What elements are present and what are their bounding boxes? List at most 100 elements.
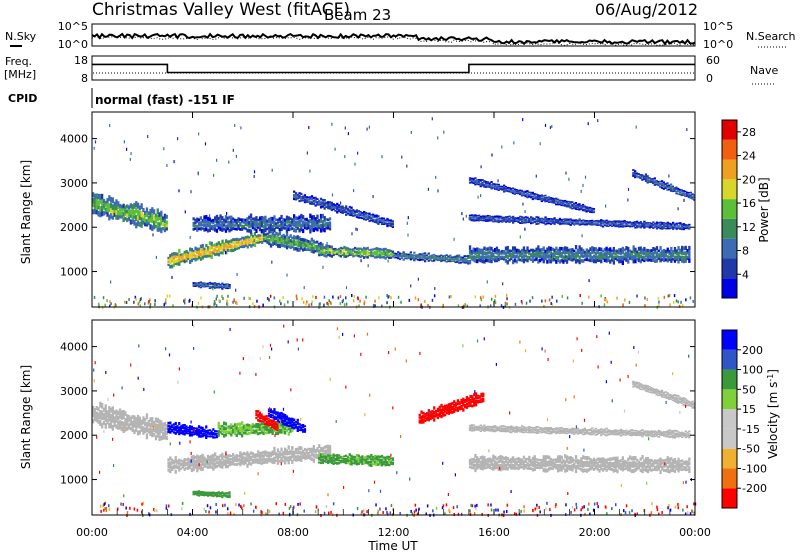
echo-cell xyxy=(260,454,263,458)
echo-cell xyxy=(307,201,310,203)
echo-cell xyxy=(262,415,265,418)
echo-cell xyxy=(557,222,560,224)
echo-cell xyxy=(357,251,360,255)
noise-speck xyxy=(677,207,679,211)
echo-cell xyxy=(661,223,664,226)
echo-cell xyxy=(614,464,617,469)
echo-cell xyxy=(310,246,313,251)
echo-cell xyxy=(494,219,497,221)
echo-cell xyxy=(603,224,606,226)
echo-cell xyxy=(677,259,680,264)
echo-cell xyxy=(325,449,328,453)
echo-cell xyxy=(641,177,644,179)
echo-cell xyxy=(504,251,508,256)
echo-cell xyxy=(352,255,355,258)
echo-cell xyxy=(122,427,125,433)
echo-cell xyxy=(185,258,188,263)
echo-cell xyxy=(483,181,486,184)
echo-cell xyxy=(115,199,118,205)
echo-cell xyxy=(612,222,615,224)
echo-cell xyxy=(203,428,206,431)
echo-cell xyxy=(156,208,159,215)
echo-cell xyxy=(616,460,619,464)
echo-cell xyxy=(154,423,158,429)
echo-cell xyxy=(163,227,167,233)
noise-speck xyxy=(468,217,470,220)
echo-cell xyxy=(327,226,330,230)
echo-cell xyxy=(610,255,614,259)
echo-cell xyxy=(560,467,563,472)
echo-cell xyxy=(319,197,323,201)
echo-cell xyxy=(187,251,190,254)
echo-cell xyxy=(153,224,156,230)
echo-cell xyxy=(223,246,226,250)
echo-cell xyxy=(589,247,592,252)
noise-speck xyxy=(213,302,215,306)
echo-cell xyxy=(113,212,116,217)
echo-cell xyxy=(486,457,490,461)
echo-cell xyxy=(319,250,323,254)
echo-cell xyxy=(517,467,520,471)
echo-cell xyxy=(203,252,206,255)
echo-cell xyxy=(287,236,290,239)
echo-cell xyxy=(339,457,342,460)
echo-cell xyxy=(310,223,314,228)
echo-cell xyxy=(671,187,674,189)
noise-speck xyxy=(353,294,355,298)
echo-cell xyxy=(327,224,330,227)
echo-cell xyxy=(180,256,183,259)
echo-cell xyxy=(477,255,481,260)
echo-cell xyxy=(303,431,307,433)
echo-cell xyxy=(357,254,360,258)
echo-cell xyxy=(668,224,671,226)
echo-cell xyxy=(199,248,203,253)
echo-cell xyxy=(477,219,481,222)
noise-speck xyxy=(616,296,618,300)
echo-cell xyxy=(486,220,490,222)
echo-cell xyxy=(578,255,581,260)
echo-cell xyxy=(472,250,475,255)
echo-cell xyxy=(300,455,303,460)
echo-cell xyxy=(296,238,299,243)
echo-cell xyxy=(592,247,596,252)
echo-cell xyxy=(165,220,168,225)
echo-cell xyxy=(460,400,463,404)
echo-cell xyxy=(266,426,269,429)
echo-cell xyxy=(212,458,215,463)
echo-cell xyxy=(325,444,328,449)
echo-cell xyxy=(196,282,199,284)
echo-cell xyxy=(363,456,366,459)
echo-cell xyxy=(348,205,351,209)
echo-cell xyxy=(380,458,384,462)
echo-cell xyxy=(109,213,113,219)
noise-speck xyxy=(253,170,256,174)
echo-cell xyxy=(495,457,499,461)
echo-cell xyxy=(672,226,675,229)
echo-cell xyxy=(198,253,201,257)
echo-cell xyxy=(557,248,560,252)
echo-cell xyxy=(291,223,294,227)
echo-cell xyxy=(548,467,551,471)
echo-cell xyxy=(260,413,263,416)
echo-cell xyxy=(589,208,592,210)
echo-cell xyxy=(533,193,536,195)
noise-speck xyxy=(273,296,276,300)
echo-cell xyxy=(206,223,210,228)
echo-cell xyxy=(332,250,335,252)
echo-cell xyxy=(479,179,482,182)
echo-cell xyxy=(194,218,197,222)
echo-cell xyxy=(492,220,495,223)
noise-speck xyxy=(501,145,503,149)
echo-cell xyxy=(621,249,624,255)
echo-cell xyxy=(636,226,639,229)
echo-cell xyxy=(427,409,430,413)
echo-cell xyxy=(293,218,296,223)
echo-cell xyxy=(138,424,141,429)
echo-cell xyxy=(442,411,445,415)
echo-cell xyxy=(462,408,465,412)
echo-cell xyxy=(494,465,497,470)
echo-cell xyxy=(664,227,668,230)
echo-cell xyxy=(327,218,330,222)
echo-cell xyxy=(316,249,319,253)
echo-cell xyxy=(515,248,518,253)
